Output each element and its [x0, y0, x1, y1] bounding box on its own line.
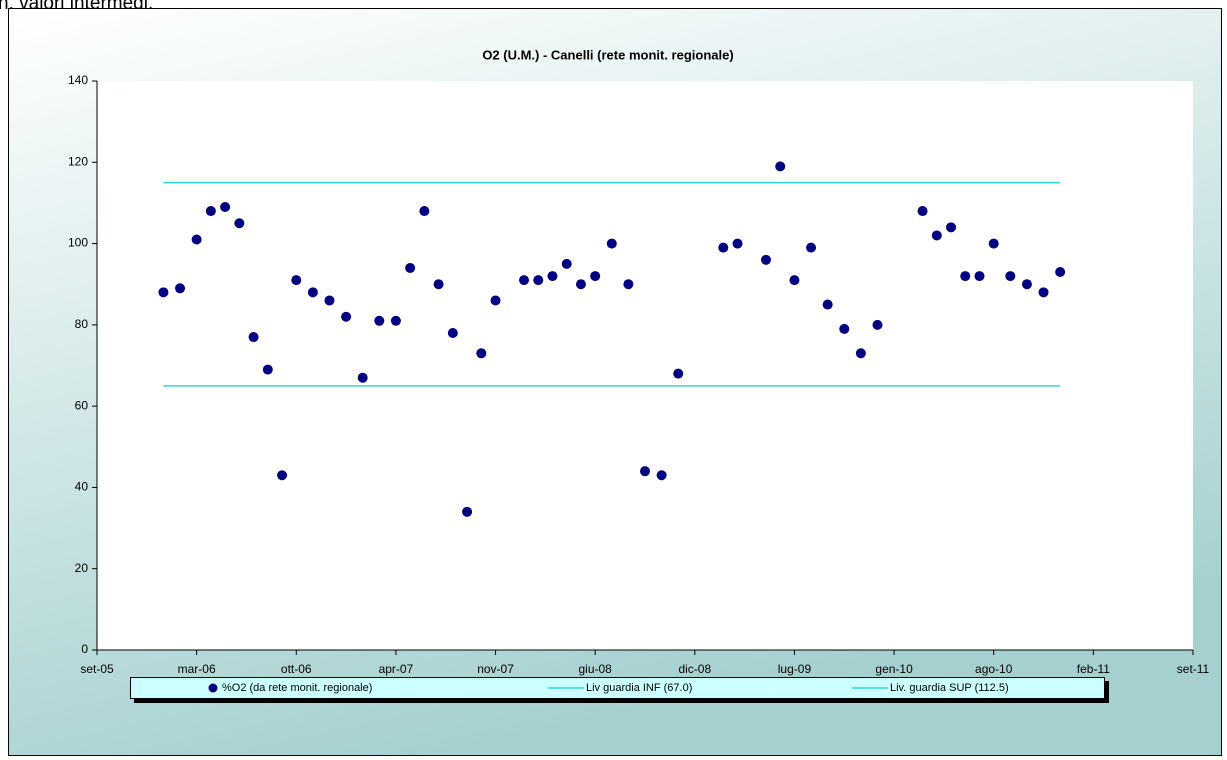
legend — [130, 677, 1105, 699]
legend-swatch — [208, 683, 218, 693]
y-tick-label: 120 — [68, 154, 88, 168]
y-tick-label: 0 — [81, 642, 88, 656]
x-tick-label: lug-09 — [778, 662, 812, 676]
x-tick-label: nov-07 — [477, 662, 514, 676]
data-point — [262, 364, 273, 375]
data-point — [855, 348, 866, 359]
legend-label: Liv guardia INF (67.0) — [586, 682, 692, 694]
data-point — [561, 258, 572, 269]
data-point — [1005, 271, 1016, 282]
data-point — [519, 275, 530, 286]
data-point — [277, 470, 288, 481]
x-tick-label: ago-10 — [975, 662, 1013, 676]
data-point — [324, 295, 335, 306]
data-point — [718, 242, 729, 253]
data-point — [606, 238, 617, 249]
data-point — [158, 287, 169, 298]
data-point — [447, 327, 458, 338]
x-tick-label: gen-10 — [875, 662, 913, 676]
x-tick-label: set-11 — [1177, 662, 1210, 676]
data-point — [974, 271, 985, 282]
x-tick-label: mar-06 — [178, 662, 216, 676]
data-point — [960, 271, 971, 282]
data-point — [656, 470, 667, 481]
data-point — [760, 254, 771, 265]
data-point — [248, 332, 259, 343]
data-point — [917, 206, 928, 217]
data-point — [374, 315, 385, 326]
data-point — [1055, 267, 1066, 278]
data-point — [476, 348, 487, 359]
data-point — [490, 295, 501, 306]
legend-label: Liv. guardia SUP (112.5) — [890, 682, 1009, 694]
x-tick-label: dic-08 — [678, 662, 711, 676]
data-point — [1038, 287, 1049, 298]
data-point — [191, 234, 202, 245]
data-point — [623, 279, 634, 290]
chart-title: O2 (U.M.) - Canelli (rete monit. regiona… — [482, 47, 733, 62]
y-tick-label: 80 — [75, 317, 89, 331]
data-point — [1021, 279, 1032, 290]
data-point — [822, 299, 833, 310]
data-point — [775, 161, 786, 172]
data-point — [789, 275, 800, 286]
data-point — [640, 466, 650, 477]
x-tick-label: apr-07 — [379, 662, 414, 676]
data-point — [291, 275, 302, 286]
x-tick-label: feb-11 — [1077, 662, 1110, 676]
data-point — [590, 271, 601, 282]
data-point — [357, 372, 368, 383]
data-point — [533, 275, 544, 286]
y-tick-label: 20 — [75, 561, 89, 575]
data-point — [462, 506, 473, 517]
data-point — [575, 279, 586, 290]
data-point — [547, 271, 558, 282]
x-tick-label: ott-06 — [281, 662, 312, 676]
data-point — [341, 311, 352, 322]
data-point — [872, 319, 883, 330]
y-tick-label: 40 — [75, 480, 89, 494]
data-point — [234, 218, 245, 229]
data-point — [220, 201, 231, 212]
y-tick-label: 60 — [75, 398, 89, 412]
plot-area — [97, 81, 1193, 650]
data-point — [433, 279, 444, 290]
data-point — [307, 287, 318, 298]
x-tick-label: set-05 — [80, 662, 114, 676]
data-point — [175, 283, 186, 294]
y-tick-label: 140 — [68, 73, 88, 87]
data-point — [390, 315, 401, 326]
data-point — [839, 323, 850, 334]
x-tick-label: giu-08 — [579, 662, 613, 676]
data-point — [673, 368, 684, 379]
data-point — [405, 262, 416, 273]
data-point — [806, 242, 817, 253]
data-point — [931, 230, 942, 241]
data-point — [946, 222, 957, 233]
data-point — [205, 206, 216, 217]
y-tick-label: 100 — [68, 236, 88, 250]
data-point — [988, 238, 999, 249]
legend-label: %O2 (da rete monit. regionale) — [222, 682, 372, 694]
data-point — [419, 206, 430, 217]
data-point — [732, 238, 743, 249]
